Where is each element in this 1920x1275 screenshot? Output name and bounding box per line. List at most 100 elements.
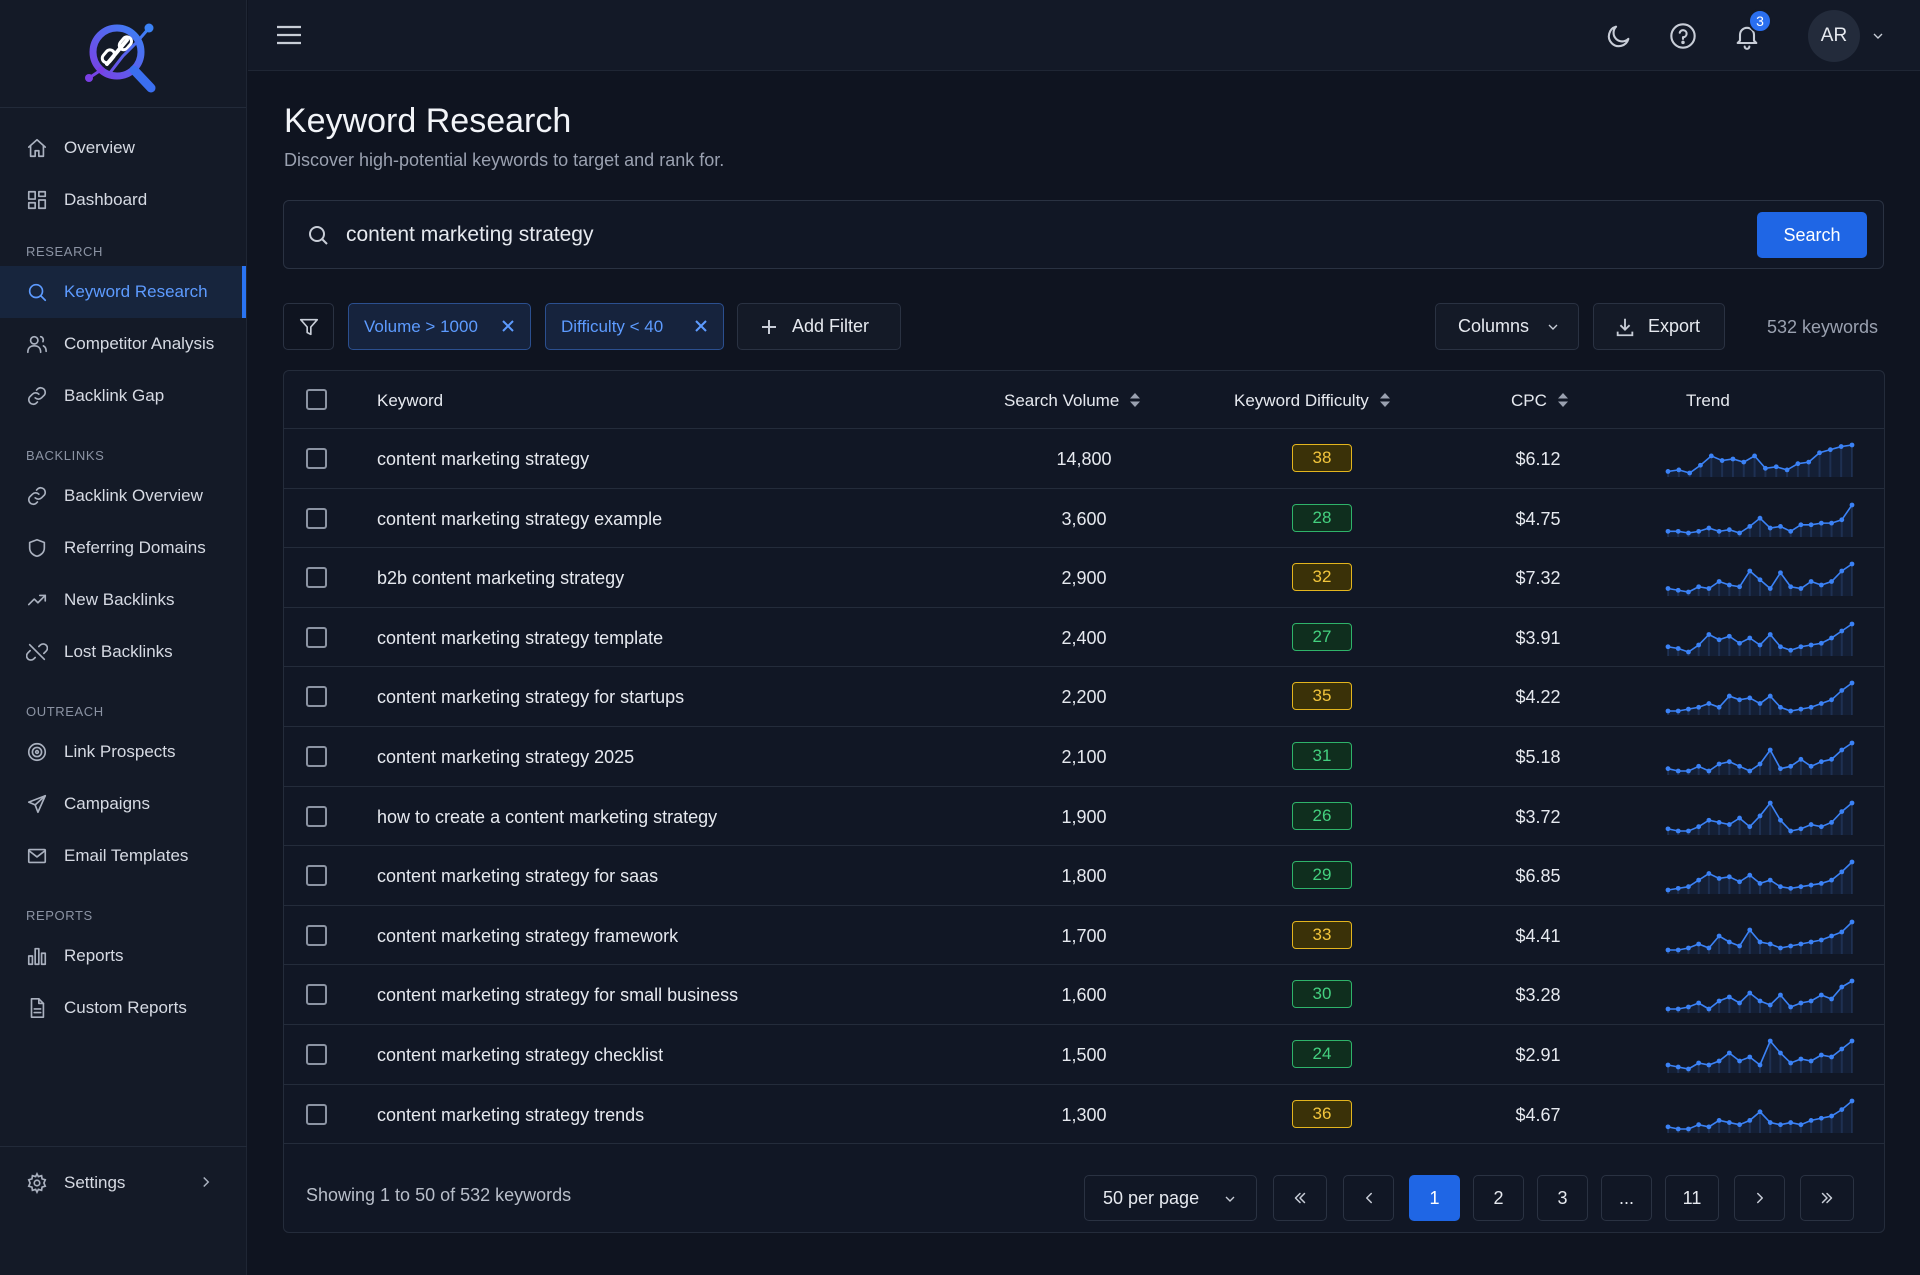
table-row[interactable]: content marketing strategy 2025 2,100 31 $5… (284, 727, 1884, 787)
row-checkbox[interactable] (306, 1044, 327, 1065)
sidebar-item-link-prospects[interactable]: Link Prospects (0, 726, 246, 778)
page-button-11[interactable]: 11 (1665, 1175, 1719, 1221)
table-row[interactable]: content marketing strategy framework 1,70… (284, 906, 1884, 966)
first-page-button[interactable] (1273, 1175, 1327, 1221)
cell-keyword[interactable]: content marketing strategy (377, 449, 590, 469)
sidebar-item-custom-reports[interactable]: Custom Reports (0, 982, 246, 1034)
chevron-down-icon[interactable] (1870, 28, 1886, 49)
sidebar-item-backlink-gap[interactable]: Backlink Gap (0, 370, 246, 422)
sidebar-item-new-backlinks[interactable]: New Backlinks (0, 574, 246, 626)
menu-icon[interactable] (276, 24, 302, 46)
header-keyword[interactable]: Keyword (377, 391, 444, 410)
close-icon[interactable] (500, 318, 516, 334)
trend-bar (1748, 1119, 1751, 1133)
cell-keyword[interactable]: content marketing strategy 2025 (377, 747, 635, 767)
cell-keyword[interactable]: content marketing strategy template (377, 627, 664, 648)
last-page-button[interactable] (1800, 1175, 1854, 1221)
add-filter-button[interactable]: Add Filter (737, 303, 901, 350)
cell-keyword[interactable]: content marketing strategy for saas (377, 866, 659, 887)
row-checkbox[interactable] (306, 865, 327, 887)
columns-dropdown[interactable]: Columns (1435, 303, 1579, 350)
table-row[interactable]: content marketing strategy checklist 1,50… (284, 1025, 1884, 1085)
trend-point (1798, 941, 1804, 947)
header-keyword-difficulty[interactable]: Keyword Difficulty (1234, 391, 1391, 413)
trend-bar (1820, 995, 1823, 1014)
home-icon (26, 137, 48, 159)
sidebar-item-backlink-overview[interactable]: Backlink Overview (0, 470, 246, 522)
row-checkbox[interactable] (306, 984, 327, 1006)
header-search-volume[interactable]: Search Volume (1004, 391, 1141, 413)
filter-chip-volume[interactable]: Volume > 1000 (348, 303, 531, 350)
trend-bar (1697, 943, 1700, 954)
close-icon[interactable] (693, 318, 709, 334)
row-checkbox[interactable] (306, 448, 327, 469)
cell-keyword[interactable]: content marketing strategy trends (377, 1104, 645, 1125)
sidebar-item-keyword-research[interactable]: Keyword Research (0, 266, 246, 318)
sidebar-item-email-templates[interactable]: Email Templates (0, 830, 246, 882)
sidebar-item-lost-backlinks[interactable]: Lost Backlinks (0, 626, 246, 678)
row-checkbox[interactable] (306, 567, 327, 589)
header-cpc[interactable]: CPC (1511, 391, 1569, 413)
trend-bar (1667, 530, 1669, 537)
table-row[interactable]: content marketing strategy template 2,400… (284, 608, 1884, 668)
trend-bar (1851, 802, 1853, 835)
cell-keyword[interactable]: content marketing strategy framework (377, 925, 679, 946)
cell-keyword[interactable]: content marketing strategy checklist (377, 1045, 664, 1065)
select-all-checkbox[interactable] (306, 389, 327, 410)
cell-keyword[interactable]: content marketing strategy for startups (377, 687, 685, 708)
table-row[interactable]: content marketing strategy for startups 2… (284, 667, 1884, 727)
trend-point (1730, 456, 1736, 462)
row-checkbox[interactable] (306, 924, 327, 946)
trend-point (1719, 458, 1725, 463)
page-button-1[interactable]: 1 (1409, 1175, 1460, 1221)
table-row[interactable]: content marketing strategy for saas 1,800… (284, 846, 1884, 906)
app-logo[interactable] (0, 0, 246, 108)
prev-page-button[interactable] (1343, 1175, 1394, 1221)
sidebar-item-overview[interactable]: Overview (0, 122, 246, 174)
trend-point (1778, 1121, 1783, 1127)
table-row[interactable]: how to create a content marketing strate… (284, 787, 1884, 847)
trend-bar (1707, 1065, 1710, 1073)
trend-point (1737, 530, 1742, 535)
filter-button[interactable] (283, 303, 334, 350)
moon-icon[interactable] (1605, 22, 1633, 50)
search-button[interactable]: Search (1757, 212, 1867, 258)
trend-bar (1748, 698, 1751, 716)
page-button-2[interactable]: 2 (1473, 1175, 1524, 1221)
row-checkbox[interactable] (306, 1103, 327, 1125)
filter-chip-difficulty[interactable]: Difficulty < 40 (545, 303, 724, 350)
help-icon[interactable] (1669, 22, 1697, 50)
table-row[interactable]: content marketing strategy example 3,600 2… (284, 489, 1884, 549)
sidebar-item-dashboard[interactable]: Dashboard (0, 174, 246, 226)
trend-bar (1820, 761, 1823, 775)
row-checkbox[interactable] (306, 507, 327, 529)
row-checkbox[interactable] (306, 686, 327, 708)
sidebar-item-reports[interactable]: Reports (0, 930, 246, 982)
page-button-3[interactable]: 3 (1537, 1175, 1588, 1221)
cell-keyword[interactable]: b2b content marketing strategy (377, 568, 625, 589)
trend-point (1839, 984, 1845, 990)
trend-bar (1728, 696, 1731, 716)
search-input[interactable] (346, 215, 1636, 255)
trend-point (1737, 763, 1742, 769)
per-page-select[interactable]: 50 per page (1084, 1175, 1257, 1221)
sidebar-item-campaigns[interactable]: Campaigns (0, 778, 246, 830)
cell-keyword[interactable]: how to create a content marketing strate… (377, 806, 718, 827)
table-row[interactable]: b2b content marketing strategy 2,900 32 $7.… (284, 548, 1884, 608)
row-checkbox[interactable] (306, 805, 327, 827)
row-checkbox[interactable] (306, 746, 327, 767)
sidebar-item-competitor-analysis[interactable]: Competitor Analysis (0, 318, 246, 370)
chevron-down-icon (1548, 324, 1558, 330)
row-checkbox[interactable] (306, 626, 327, 648)
sidebar-item-referring-domains[interactable]: Referring Domains (0, 522, 246, 574)
trend-bar (1789, 888, 1792, 895)
export-button[interactable]: Export (1593, 303, 1725, 350)
table-row[interactable]: content marketing strategy 14,800 38 $6.12 (284, 429, 1884, 489)
next-page-button[interactable] (1734, 1175, 1785, 1221)
cell-keyword[interactable]: content marketing strategy for small bus… (377, 985, 739, 1006)
table-row[interactable]: content marketing strategy for small bus… (284, 965, 1884, 1025)
cell-keyword[interactable]: content marketing strategy example (377, 508, 663, 529)
avatar[interactable]: AR (1808, 10, 1860, 62)
table-row[interactable]: content marketing strategy trends 1,300 36… (284, 1085, 1884, 1145)
sidebar-item-settings[interactable]: Settings (0, 1146, 247, 1218)
